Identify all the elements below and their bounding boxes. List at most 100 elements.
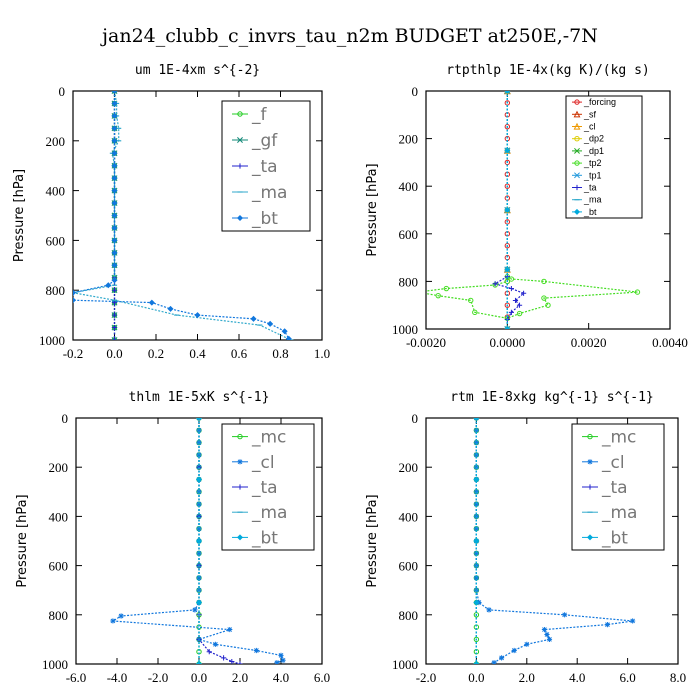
data-point: [473, 575, 479, 581]
y-tick-label: 200: [46, 134, 66, 149]
legend-label: _mc: [601, 428, 636, 448]
x-tick-label: 0.8: [272, 346, 288, 361]
x-tick-label: -6.0: [66, 670, 87, 685]
data-point: [504, 266, 511, 273]
y-tick-label: 800: [399, 274, 419, 289]
legend-swatch-marker: [237, 137, 243, 143]
legend-swatch-marker: [574, 136, 580, 142]
y-tick-label: 400: [49, 509, 69, 524]
panel-title: thlm 1E-5xK s^{-1}: [129, 390, 270, 405]
plot-frame: [425, 417, 679, 665]
legend-label: _cl: [583, 122, 596, 132]
legend-label: _tp1: [583, 170, 602, 180]
y-tick-label: 600: [49, 559, 69, 574]
panel-title: rtpthlp 1E-4x(kg K)/(kg s): [446, 63, 650, 78]
data-point: [267, 320, 274, 327]
x-tick-label: 4.0: [273, 670, 289, 685]
data-point: [562, 612, 568, 618]
y-tick-label: 0: [412, 84, 419, 99]
data-point: [630, 618, 636, 624]
x-tick-label: 0.0040: [652, 335, 688, 350]
data-point: [111, 175, 118, 182]
data-point: [278, 652, 284, 658]
y-tick-label: 0: [412, 411, 419, 426]
legend-box: [565, 95, 643, 219]
data-point: [473, 526, 479, 532]
x-tick-label: 0.0: [468, 670, 484, 685]
data-point: [285, 335, 292, 340]
data-point: [541, 295, 547, 301]
data-point: [111, 137, 118, 144]
data-point: [111, 249, 118, 256]
legend-label: _ta: [251, 478, 278, 498]
data-point: [111, 112, 118, 119]
legend: _f _gf _ta _ma _bt: [221, 100, 311, 232]
x-tick-label: 8.0: [670, 670, 686, 685]
data-point: [545, 302, 551, 308]
data-point: [491, 660, 497, 664]
legend-swatch-marker: [587, 459, 593, 465]
y-axis-label: Pressure [hPa]: [15, 494, 30, 587]
data-point: [492, 281, 498, 287]
data-point: [111, 262, 118, 269]
x-tick-label: 0.0: [106, 346, 122, 361]
legend-label: _ma: [251, 503, 287, 523]
chart-panel: rtpthlp 1E-4x(kg K)/(kg s) Pressure [hPa]…: [365, 63, 688, 350]
data-point: [511, 647, 517, 654]
data-point: [196, 575, 202, 581]
legend-swatch-marker: [237, 111, 243, 117]
data-point: [504, 91, 511, 94]
data-point: [504, 326, 511, 329]
legend-swatch-marker: [587, 484, 593, 490]
data-point: [524, 641, 530, 647]
x-tick-label: -0.2: [63, 346, 84, 361]
legend-label: _dp2: [583, 134, 604, 144]
legend-swatch-marker: [574, 184, 580, 191]
y-tick-label: 600: [399, 227, 419, 242]
legend-swatch-marker: [237, 484, 243, 490]
data-point: [195, 660, 203, 664]
legend-swatch-marker: [237, 459, 243, 465]
data-point: [443, 285, 450, 292]
data-point: [512, 297, 519, 304]
y-tick-label: 600: [46, 233, 66, 248]
y-tick-label: 400: [399, 179, 419, 194]
series-group: [73, 91, 294, 340]
legend-swatch-marker: [237, 433, 243, 440]
y-tick-label: 1000: [392, 657, 418, 672]
legend-label: _bt: [583, 207, 597, 217]
y-tick-label: 400: [399, 509, 419, 524]
data-point: [111, 125, 118, 132]
x-tick-label: -4.0: [107, 670, 128, 685]
legend-swatch-marker: [236, 214, 244, 222]
data-point: [546, 636, 553, 642]
x-tick-label: -0.0020: [406, 335, 446, 350]
y-tick-label: 0: [62, 411, 69, 426]
data-point: [473, 636, 480, 643]
data-point: [516, 310, 523, 317]
legend-label: _bt: [251, 209, 278, 229]
chart-panel: um 1E-4xm s^{-2} Pressure [hPa] -0.2 0.0 0.2…: [12, 63, 330, 361]
data-point: [634, 289, 641, 295]
data-point: [541, 278, 547, 285]
plot-frame: [425, 90, 671, 330]
y-tick-label: 800: [49, 608, 69, 623]
legend-label: _ta: [601, 478, 628, 498]
data-point: [111, 312, 118, 318]
data-point: [118, 613, 124, 619]
legend-swatch-marker: [574, 99, 580, 105]
legend-label: _ma: [251, 183, 287, 203]
data-point: [73, 289, 77, 296]
data-point: [148, 299, 155, 306]
data-point: [206, 649, 212, 655]
data-point: [473, 537, 480, 545]
data-point: [111, 324, 118, 331]
series-group: [473, 418, 636, 664]
x-tick-label: -2.0: [148, 670, 169, 685]
data-point: [111, 200, 118, 207]
data-point: [111, 100, 118, 107]
x-tick-label: 6.0: [619, 670, 635, 685]
legend-label: _forcing: [583, 97, 616, 107]
legend-label: _tp2: [583, 158, 602, 168]
